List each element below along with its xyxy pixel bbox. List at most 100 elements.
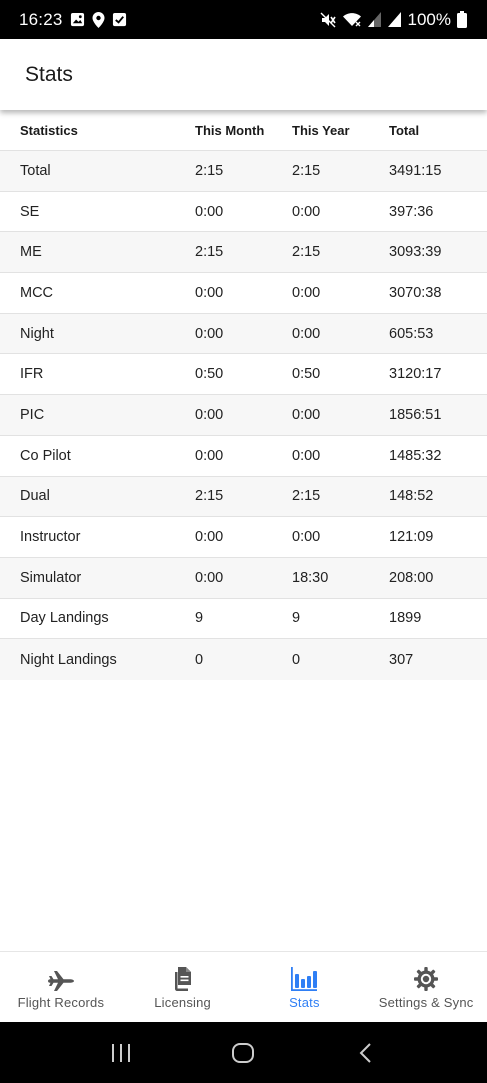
nav-label-stats: Stats — [289, 995, 320, 1010]
cell-statistics: IFR — [20, 366, 44, 383]
gear-icon — [413, 964, 439, 992]
cell-this-month: 0:00 — [195, 529, 224, 546]
battery-percent: 100% — [407, 9, 451, 29]
system-navigation-bar — [0, 1022, 487, 1083]
cell-this-month: 0:00 — [195, 569, 224, 586]
nav-label-flight-records: Flight Records — [17, 995, 105, 1010]
gallery-icon — [70, 12, 85, 27]
table-row: Dual 2:15 2:15 148:52 — [0, 476, 487, 518]
cell-statistics: PIC — [20, 406, 45, 423]
cell-this-year: 0:00 — [292, 284, 321, 301]
table-row: Day Landings 9 9 1899 — [0, 598, 487, 640]
cell-statistics: Total — [20, 162, 51, 179]
bar-chart-icon — [290, 964, 318, 992]
cell-statistics: Day Landings — [20, 610, 109, 627]
task-check-icon — [112, 12, 127, 27]
cell-total: 1856:51 — [389, 406, 442, 423]
page-title: Stats — [25, 62, 73, 86]
cell-statistics: Instructor — [20, 529, 81, 546]
status-bar: 16:23 100% — [0, 0, 487, 39]
nav-settings-sync[interactable]: Settings & Sync — [365, 952, 487, 1022]
nav-stats[interactable]: Stats — [244, 952, 366, 1022]
table-row: Night 0:00 0:00 605:53 — [0, 313, 487, 355]
cell-total: 3491:15 — [389, 162, 442, 179]
cell-this-month: 0:00 — [195, 325, 224, 342]
cell-total: 397:36 — [389, 203, 434, 220]
cell-this-year: 18:30 — [292, 569, 329, 586]
cell-this-month: 2:15 — [195, 244, 224, 261]
cell-this-year: 0:00 — [292, 203, 321, 220]
cell-this-month: 0:00 — [195, 447, 224, 464]
signal-icon-1 — [367, 12, 382, 27]
cell-this-year: 0 — [292, 651, 301, 668]
cell-statistics: Simulator — [20, 569, 82, 586]
mute-icon — [320, 12, 336, 28]
cell-this-year: 9 — [292, 610, 301, 627]
table-row: Co Pilot 0:00 0:00 1485:32 — [0, 435, 487, 477]
recent-apps-button[interactable] — [101, 1033, 141, 1073]
back-button[interactable] — [346, 1033, 386, 1073]
nav-label-settings-sync: Settings & Sync — [378, 995, 474, 1010]
cell-statistics: ME — [20, 244, 42, 261]
recent-apps-icon — [112, 1043, 131, 1062]
header-this-month: This Month — [195, 122, 265, 138]
cell-this-month: 0:00 — [195, 406, 224, 423]
table-row: ME 2:15 2:15 3093:39 — [0, 232, 487, 274]
airplane-icon — [47, 964, 75, 992]
battery-icon — [457, 11, 467, 28]
header-this-year: This Year — [292, 122, 350, 138]
cell-this-year: 0:00 — [292, 325, 321, 342]
cell-statistics: MCC — [20, 284, 54, 301]
cell-total: 307 — [389, 651, 414, 668]
cell-this-month: 0:00 — [195, 203, 224, 220]
cell-this-year: 2:15 — [292, 244, 321, 261]
cell-this-year: 0:00 — [292, 447, 321, 464]
table-row: Simulator 0:00 18:30 208:00 — [0, 557, 487, 599]
table-row: Total 2:15 2:15 3491:15 — [0, 151, 487, 192]
status-left: 16:23 — [19, 10, 127, 30]
nav-flight-records[interactable]: Flight Records — [0, 952, 122, 1022]
back-icon — [359, 1042, 371, 1063]
cell-statistics: Night Landings — [20, 651, 117, 668]
header-statistics: Statistics — [20, 122, 78, 138]
table-row: MCC 0:00 0:00 3070:38 — [0, 273, 487, 314]
cell-total: 1899 — [389, 610, 422, 627]
cell-total: 1485:32 — [389, 447, 442, 464]
table-row: SE 0:00 0:00 397:36 — [0, 191, 487, 233]
bottom-navigation: Flight Records Licensing Stats — [0, 951, 487, 1022]
wifi-icon — [342, 12, 362, 28]
nav-label-licensing: Licensing — [154, 995, 211, 1010]
cell-this-year: 2:15 — [292, 162, 321, 179]
table-row: PIC 0:00 0:00 1856:51 — [0, 395, 487, 436]
cell-statistics: SE — [20, 203, 40, 220]
cell-this-month: 2:15 — [195, 488, 224, 505]
table-row: IFR 0:50 0:50 3120:17 — [0, 354, 487, 396]
location-icon — [92, 11, 105, 28]
header-total: Total — [389, 122, 420, 138]
cell-this-month: 0 — [195, 651, 204, 668]
home-button[interactable] — [223, 1033, 263, 1073]
stats-table: Statistics This Month This Year Total Total 2… — [0, 110, 487, 680]
cell-total: 605:53 — [389, 325, 434, 342]
nav-licensing[interactable]: Licensing — [122, 952, 244, 1022]
table-row: Night Landings 0 0 307 — [0, 639, 487, 680]
documents-icon — [171, 964, 195, 992]
cell-total: 208:00 — [389, 569, 434, 586]
cell-statistics: Co Pilot — [20, 447, 71, 464]
app-bar: Stats — [0, 39, 487, 110]
cell-this-month: 0:50 — [195, 366, 224, 383]
table-row: Instructor 0:00 0:00 121:09 — [0, 517, 487, 558]
cell-this-month: 9 — [195, 610, 204, 627]
table-header-row: Statistics This Month This Year Total — [0, 110, 487, 151]
cell-this-month: 0:00 — [195, 284, 224, 301]
status-time: 16:23 — [19, 9, 63, 29]
home-icon — [232, 1042, 255, 1063]
cell-this-year: 2:15 — [292, 488, 321, 505]
cell-total: 3070:38 — [389, 284, 442, 301]
cell-total: 3120:17 — [389, 366, 442, 383]
status-right: 100% — [320, 10, 467, 30]
cell-this-year: 0:00 — [292, 406, 321, 423]
cell-total: 148:52 — [389, 488, 434, 505]
cell-statistics: Dual — [20, 488, 50, 505]
cell-total: 3093:39 — [389, 244, 442, 261]
